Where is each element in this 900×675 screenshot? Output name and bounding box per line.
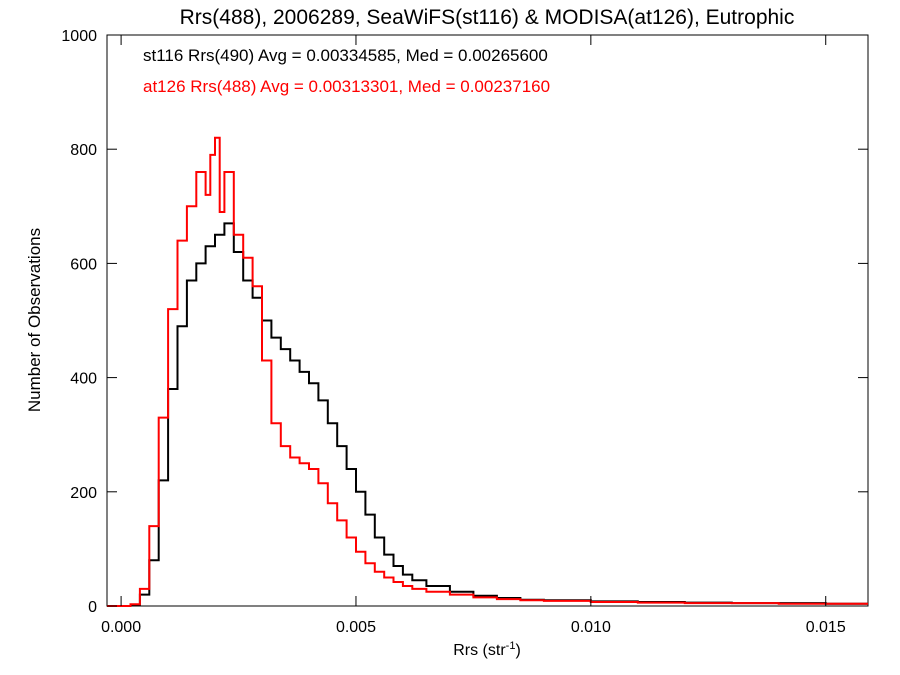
legend-entry-st116: st116 Rrs(490) Avg = 0.00334585, Med = 0… xyxy=(143,46,548,65)
x-axis-label-superscript: -1 xyxy=(506,640,516,652)
y-tick-label: 400 xyxy=(70,371,97,388)
plot-area: 0.000 0.005 0.010 0.015 0 200 400 600 800 1000 xyxy=(61,28,869,636)
series-line-at126 xyxy=(107,136,868,607)
legend-entry-at126: at126 Rrs(488) Avg = 0.00313301, Med = 0… xyxy=(143,77,550,96)
y-tick-label: 600 xyxy=(70,256,97,273)
y-tick-label: 1000 xyxy=(61,28,97,45)
y-tick-label: 200 xyxy=(70,485,97,502)
plot-frame xyxy=(106,34,869,607)
x-tick-label: 0.015 xyxy=(806,619,846,636)
x-tick-label: 0.005 xyxy=(336,619,376,636)
x-tick-label: 0.010 xyxy=(571,619,611,636)
x-axis-label: Rrs (str-1) xyxy=(453,640,521,659)
series-line-st116 xyxy=(107,222,868,607)
y-tick-label: 800 xyxy=(70,142,97,159)
ticks-layer: 0.000 0.005 0.010 0.015 0 200 400 600 800 1000 xyxy=(61,28,868,636)
series-layer xyxy=(107,136,868,607)
y-tick-label: 0 xyxy=(88,599,97,616)
y-axis-label: Number of Observations xyxy=(25,228,44,412)
chart-title: Rrs(488), 2006289, SeaWiFS(st116) & MODI… xyxy=(180,6,795,29)
legend: st116 Rrs(490) Avg = 0.00334585, Med = 0… xyxy=(143,46,550,96)
x-tick-label: 0.000 xyxy=(101,619,141,636)
